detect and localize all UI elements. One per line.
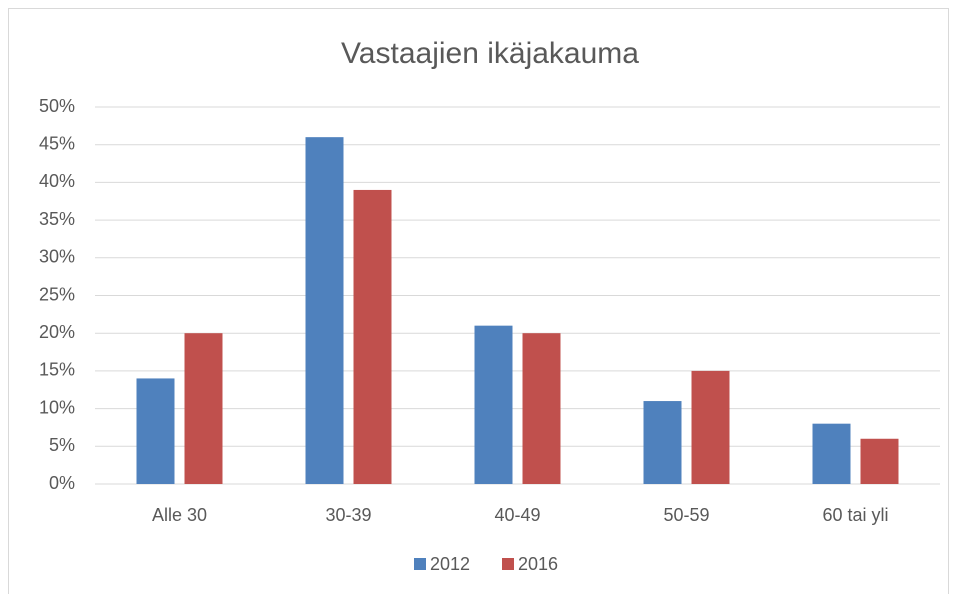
y-tick-label: 45%	[39, 133, 75, 153]
bar	[691, 370, 730, 484]
y-tick-label: 20%	[39, 322, 75, 342]
x-tick-label: 30-39	[325, 505, 371, 525]
bar	[860, 438, 899, 484]
legend-label: 2012	[430, 554, 470, 574]
x-tick-label: Alle 30	[152, 505, 207, 525]
legend-swatch	[502, 558, 514, 570]
chart-border	[8, 8, 949, 594]
x-tick-label: 40-49	[494, 505, 540, 525]
y-tick-label: 10%	[39, 397, 75, 417]
y-tick-label: 35%	[39, 209, 75, 229]
legend-swatch	[414, 558, 426, 570]
y-tick-label: 40%	[39, 171, 75, 191]
y-tick-label: 30%	[39, 247, 75, 267]
bar	[643, 401, 682, 484]
y-tick-label: 25%	[39, 284, 75, 304]
y-tick-label: 0%	[49, 473, 75, 493]
bar	[353, 189, 392, 484]
x-tick-label: 60 tai yli	[822, 505, 888, 525]
chart-title: Vastaajien ikäjakauma	[341, 37, 639, 70]
bar	[474, 325, 513, 484]
bar	[136, 378, 175, 484]
bar	[305, 137, 344, 484]
y-tick-label: 5%	[49, 435, 75, 455]
bar	[184, 333, 223, 484]
bar	[812, 423, 851, 484]
y-tick-label: 15%	[39, 360, 75, 380]
legend-label: 2016	[518, 554, 558, 574]
x-tick-label: 50-59	[663, 505, 709, 525]
y-tick-label: 50%	[39, 96, 75, 116]
bar	[522, 333, 561, 484]
